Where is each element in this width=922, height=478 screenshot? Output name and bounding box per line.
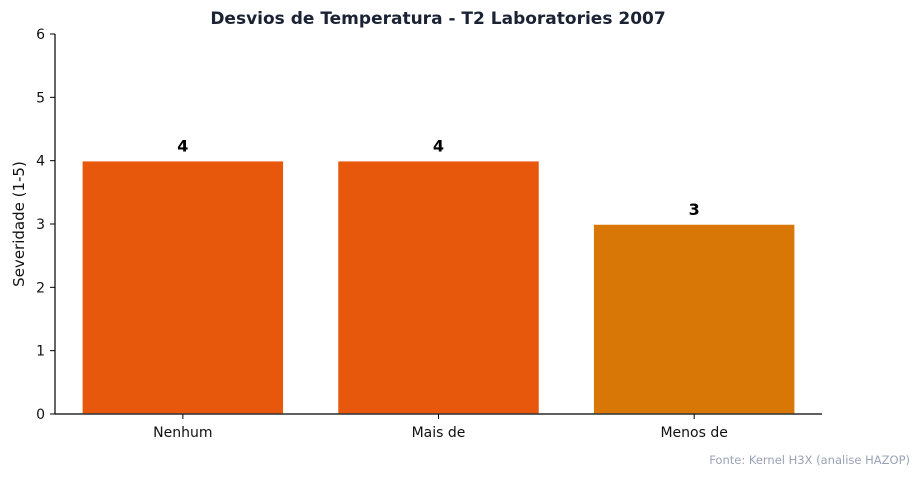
bar-value-label: 4	[177, 137, 188, 156]
x-tick-label: Mais de	[412, 425, 466, 441]
bar-value-label: 4	[433, 137, 444, 156]
bar-value-label: 3	[689, 200, 700, 219]
y-tick-label: 5	[36, 90, 45, 106]
y-tick-label: 0	[36, 407, 45, 423]
plot-area: 4 Nenhum 4 Mais de 3 Menos de 0 1 2 3 4 5 6	[36, 27, 822, 441]
y-tick-label: 1	[36, 344, 45, 360]
chart-title: Desvios de Temperatura - T2 Laboratories…	[210, 9, 665, 29]
x-tick-label: Menos de	[660, 425, 727, 441]
bar	[336, 159, 541, 415]
y-tick-label: 6	[36, 27, 45, 43]
bar	[81, 159, 285, 415]
y-tick-label: 4	[36, 154, 45, 170]
y-axis-label: Severidade (1-5)	[10, 161, 28, 287]
x-tick-label: Nenhum	[153, 425, 212, 441]
bar	[592, 223, 796, 415]
source-note: Fonte: Kernel H3X (analise HAZOP)	[709, 453, 910, 467]
y-tick-label: 3	[36, 217, 45, 233]
y-tick-label: 2	[36, 280, 45, 296]
